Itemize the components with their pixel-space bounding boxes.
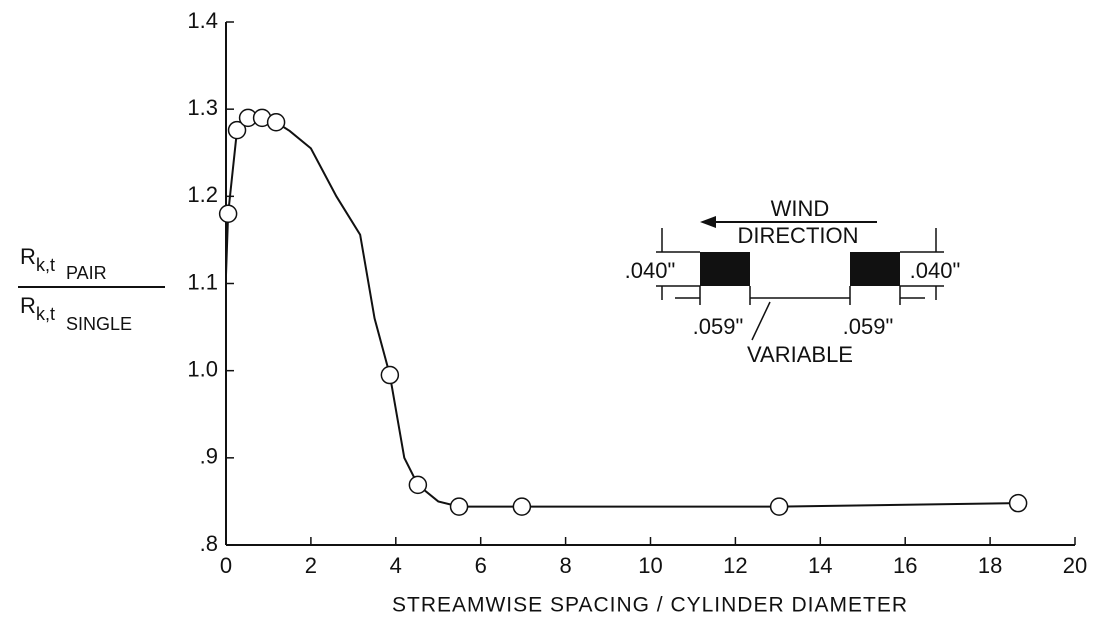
inset-wind: WIND xyxy=(771,196,830,221)
y-tick-label: 1.4 xyxy=(187,8,218,33)
data-point xyxy=(408,475,428,495)
inset-gap: VARIABLE xyxy=(747,342,853,367)
data-point xyxy=(380,365,400,385)
x-axis-label: STREAMWISE SPACING / CYLINDER DIAMETER xyxy=(392,594,908,617)
data-point xyxy=(266,112,286,132)
data-point xyxy=(512,497,532,516)
y-tick-label: 1.2 xyxy=(187,182,218,207)
dimension-lines xyxy=(656,228,944,341)
y-tick-label: 1.3 xyxy=(187,95,218,120)
y-tick-label: 1.0 xyxy=(187,356,218,381)
x-tick-label: 2 xyxy=(305,553,317,578)
data-point xyxy=(1008,493,1028,513)
y-tick-label: .8 xyxy=(200,531,218,556)
y-tick-label: .9 xyxy=(200,444,218,469)
wind-arrowhead xyxy=(700,216,716,228)
x-tick-label: 14 xyxy=(808,553,832,578)
inset-direction: DIRECTION xyxy=(738,223,859,248)
y-label-num-r: R xyxy=(20,244,36,269)
inset-diagram: WIND DIRECTION .040" .040" .059" .059" V… xyxy=(625,196,961,367)
y-label-den-sub2: SINGLE xyxy=(66,314,132,334)
curve xyxy=(225,116,1019,508)
x-tick-label: 20 xyxy=(1063,553,1087,578)
inset-width-right: .059" xyxy=(843,314,894,339)
inset-height-right: .040" xyxy=(910,258,961,283)
x-tick-label: 16 xyxy=(893,553,917,578)
y-label-num-sub: k,t xyxy=(36,255,55,275)
data-point xyxy=(769,497,789,516)
y-axis-label: R k,t PAIR R k,t SINGLE xyxy=(18,244,165,334)
x-tick-label: 8 xyxy=(559,553,571,578)
x-tick-label: 6 xyxy=(475,553,487,578)
inset-height-left: .040" xyxy=(625,258,676,283)
data-point xyxy=(218,204,238,224)
cylinder-right xyxy=(850,252,900,286)
x-tick-label: 18 xyxy=(978,553,1002,578)
inset-width-left: .059" xyxy=(693,314,744,339)
data-point xyxy=(449,497,469,516)
x-tick-label: 12 xyxy=(723,553,747,578)
y-tick-label: 1.1 xyxy=(187,269,218,294)
y-label-den-sub: k,t xyxy=(36,304,55,324)
x-tick-label: 0 xyxy=(220,553,232,578)
y-label-num-sub2: PAIR xyxy=(66,263,107,283)
data-point xyxy=(227,120,247,140)
x-tick-label: 4 xyxy=(390,553,402,578)
y-label-den-r: R xyxy=(20,293,36,318)
x-tick-label: 10 xyxy=(638,553,662,578)
cylinder-left xyxy=(700,252,750,286)
